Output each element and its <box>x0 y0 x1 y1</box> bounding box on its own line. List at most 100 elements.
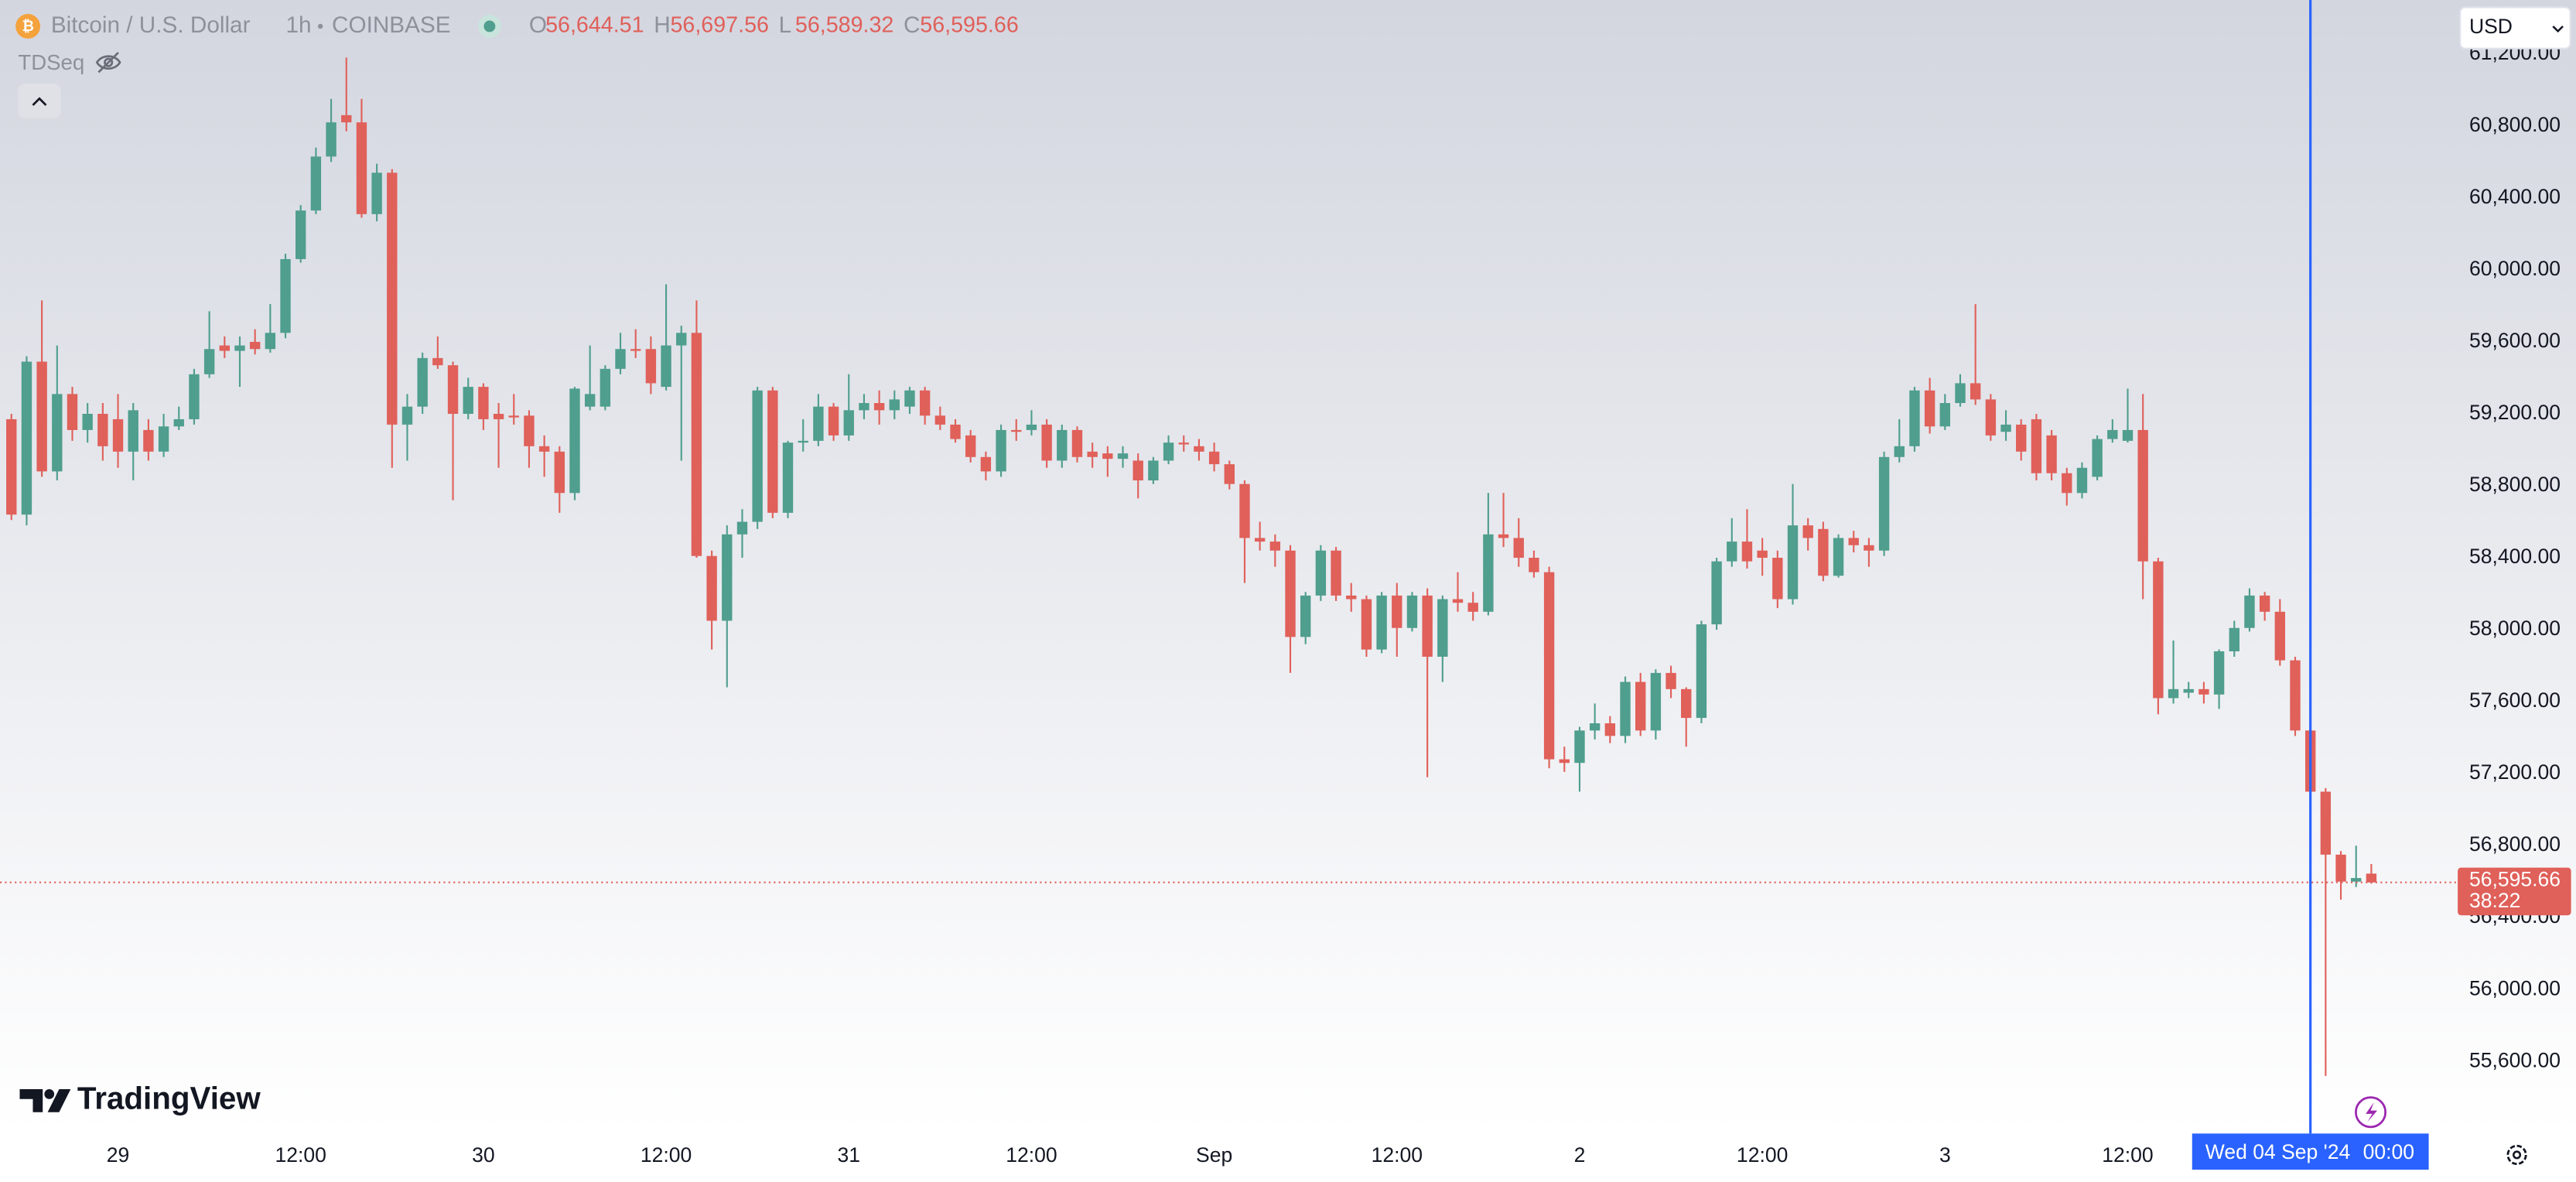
candle-body <box>1011 429 1022 432</box>
crosshair-label-box <box>2192 1133 2429 1170</box>
candle-body <box>1894 446 1905 457</box>
candle-body <box>1924 390 1935 427</box>
interval[interactable]: 1h <box>286 12 312 38</box>
candle-body <box>326 122 337 157</box>
candle-body <box>980 456 992 472</box>
ohlc-value: 56,644.51 <box>545 13 644 38</box>
candle-body <box>1604 723 1616 736</box>
candle-body <box>463 387 473 414</box>
x-tick-label: 12:00 <box>1372 1143 1423 1167</box>
candle-body <box>249 341 261 350</box>
candle-body <box>371 173 382 214</box>
y-tick-label: 57,600.00 <box>2469 688 2561 712</box>
x-tick-label: 2 <box>1574 1143 1586 1167</box>
candle-body <box>1163 442 1174 461</box>
candle-body <box>280 258 291 333</box>
candle-body <box>1589 723 1601 731</box>
candle-body <box>2107 429 2118 439</box>
candle-body <box>1787 525 1799 600</box>
candle-body <box>1285 550 1296 637</box>
candle-body <box>2016 424 2027 452</box>
candle-body <box>904 390 915 407</box>
candle-body <box>1878 456 1890 551</box>
collapse-button[interactable] <box>18 84 61 118</box>
brand-name[interactable]: TradingView <box>77 1081 261 1116</box>
candle-body <box>661 345 671 388</box>
candle-body <box>432 357 443 366</box>
candle-body <box>1650 672 1662 731</box>
y-tick-label: 59,600.00 <box>2469 329 2561 352</box>
y-tick-label: 56,800.00 <box>2469 832 2561 856</box>
candle-body <box>2168 688 2179 699</box>
x-tick-label: 12:00 <box>1006 1143 1057 1167</box>
candle-body <box>1711 561 1722 625</box>
candle-body <box>2366 873 2377 883</box>
candle-body <box>722 534 733 621</box>
candle-body <box>508 415 519 418</box>
candle-body <box>1620 682 1631 736</box>
candle-body <box>919 390 931 416</box>
candle-body <box>752 390 763 522</box>
candle-body <box>782 442 794 513</box>
y-tick-label: 58,000.00 <box>2469 617 2561 640</box>
candle-body <box>1757 550 1768 559</box>
candle-body <box>189 374 200 419</box>
candle-body <box>2229 627 2239 651</box>
candle-body <box>1818 528 1829 576</box>
candle-body <box>2000 424 2011 432</box>
candle-body <box>524 415 535 446</box>
candle-body <box>203 349 215 374</box>
separator-dot <box>317 23 323 29</box>
indicator-name[interactable]: TDSeq <box>18 50 84 74</box>
x-tick-label: 12:00 <box>641 1143 692 1167</box>
candle-body <box>2031 418 2042 473</box>
candle-body <box>600 368 611 407</box>
candle-body <box>1331 550 1341 596</box>
candle-body <box>417 357 428 407</box>
ohlc-letter: O <box>529 12 547 38</box>
candle-body <box>1452 599 1464 603</box>
candle-body <box>1483 534 1494 612</box>
brand-logo <box>19 1089 71 1112</box>
candle-body <box>6 418 17 515</box>
symbol-icon-glyph: ₿ <box>22 19 34 35</box>
candle-body <box>2351 878 2362 882</box>
candle-body <box>569 388 580 494</box>
y-tick-label: 55,600.00 <box>2469 1048 2561 1071</box>
symbol-title[interactable]: Bitcoin / U.S. Dollar <box>51 12 251 38</box>
candle-body <box>1269 541 1281 551</box>
candle-body <box>584 394 596 407</box>
hide-indicator-icon[interactable] <box>95 51 121 73</box>
currency-select[interactable] <box>2459 6 2571 50</box>
ohlc-letter: C <box>904 12 920 38</box>
alert-icon <box>2366 1102 2378 1122</box>
candle-body <box>1955 383 1966 404</box>
candle-body <box>2122 429 2134 441</box>
x-tick-label: 12:00 <box>275 1143 326 1167</box>
candle-body <box>1467 603 1478 612</box>
candle-body <box>889 399 900 411</box>
ohlc-value: 56,697.56 <box>670 13 768 38</box>
last-price-box <box>2458 867 2571 916</box>
candle-body <box>1909 390 1920 446</box>
candle-body <box>1041 424 1052 461</box>
settings-button[interactable] <box>2506 1144 2527 1166</box>
candle-body <box>1026 424 1037 430</box>
candle-body <box>2076 467 2088 494</box>
candle-body <box>1833 538 1844 576</box>
candle-body <box>447 365 459 414</box>
candle-body <box>2290 660 2301 731</box>
candle-body <box>2335 854 2346 882</box>
candle-body <box>1178 442 1189 445</box>
y-tick-label: 58,800.00 <box>2469 473 2561 496</box>
candle-body <box>1727 541 1737 562</box>
candle-body <box>676 333 687 346</box>
candle-body <box>843 410 854 436</box>
ohlc-value: 56,595.66 <box>920 13 1018 38</box>
candle-body <box>1254 538 1266 542</box>
candle-body <box>1513 538 1524 559</box>
candle-body <box>2137 429 2148 562</box>
candle-body <box>1635 682 1646 731</box>
candle-body <box>859 403 869 411</box>
